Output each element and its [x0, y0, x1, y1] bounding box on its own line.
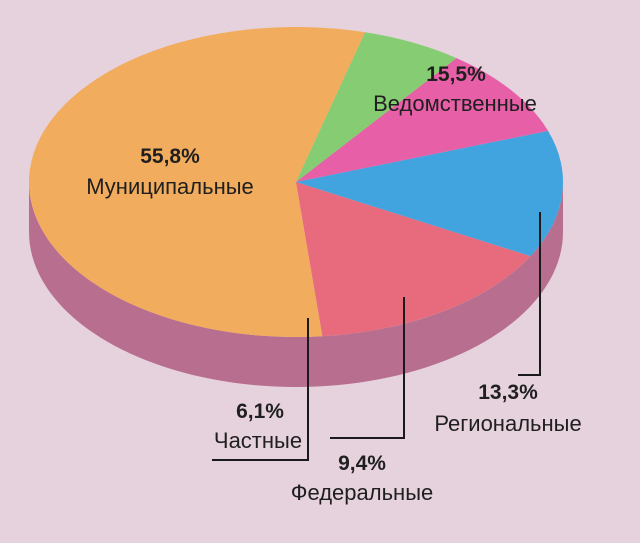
pie-side-group — [29, 182, 563, 387]
leader-line-regional — [518, 212, 541, 376]
slice-value-label-private: 6,1% — [236, 400, 284, 423]
pie-slice-private — [296, 32, 457, 182]
slice-category-label-municipal: Муниципальные — [86, 174, 254, 199]
slice-category-label-federal: Федеральные — [291, 480, 434, 505]
pie-slice-federal — [296, 58, 549, 182]
leader-lines — [212, 212, 541, 461]
pie-side-wall — [29, 182, 563, 387]
pie-slice-departmental — [296, 182, 531, 337]
leader-line-private — [212, 318, 309, 461]
pie-slice-regional — [296, 130, 563, 257]
slice-labels: 55,8% Муниципальные 15,5% Ведомственные … — [86, 63, 581, 505]
slice-value-label-departmental: 15,5% — [426, 63, 486, 86]
slice-value-label-regional: 13,3% — [478, 381, 538, 404]
slice-category-label-private: Частные — [214, 428, 302, 453]
slice-value-label-municipal: 55,8% — [140, 145, 200, 168]
leader-line-federal — [330, 297, 405, 439]
slice-value-label-federal: 9,4% — [338, 452, 386, 475]
pie-slices — [29, 27, 563, 338]
pie-slice-municipal — [29, 27, 366, 338]
slice-category-label-departmental: Ведомственные — [373, 91, 537, 116]
slice-category-label-regional: Региональные — [434, 411, 581, 436]
